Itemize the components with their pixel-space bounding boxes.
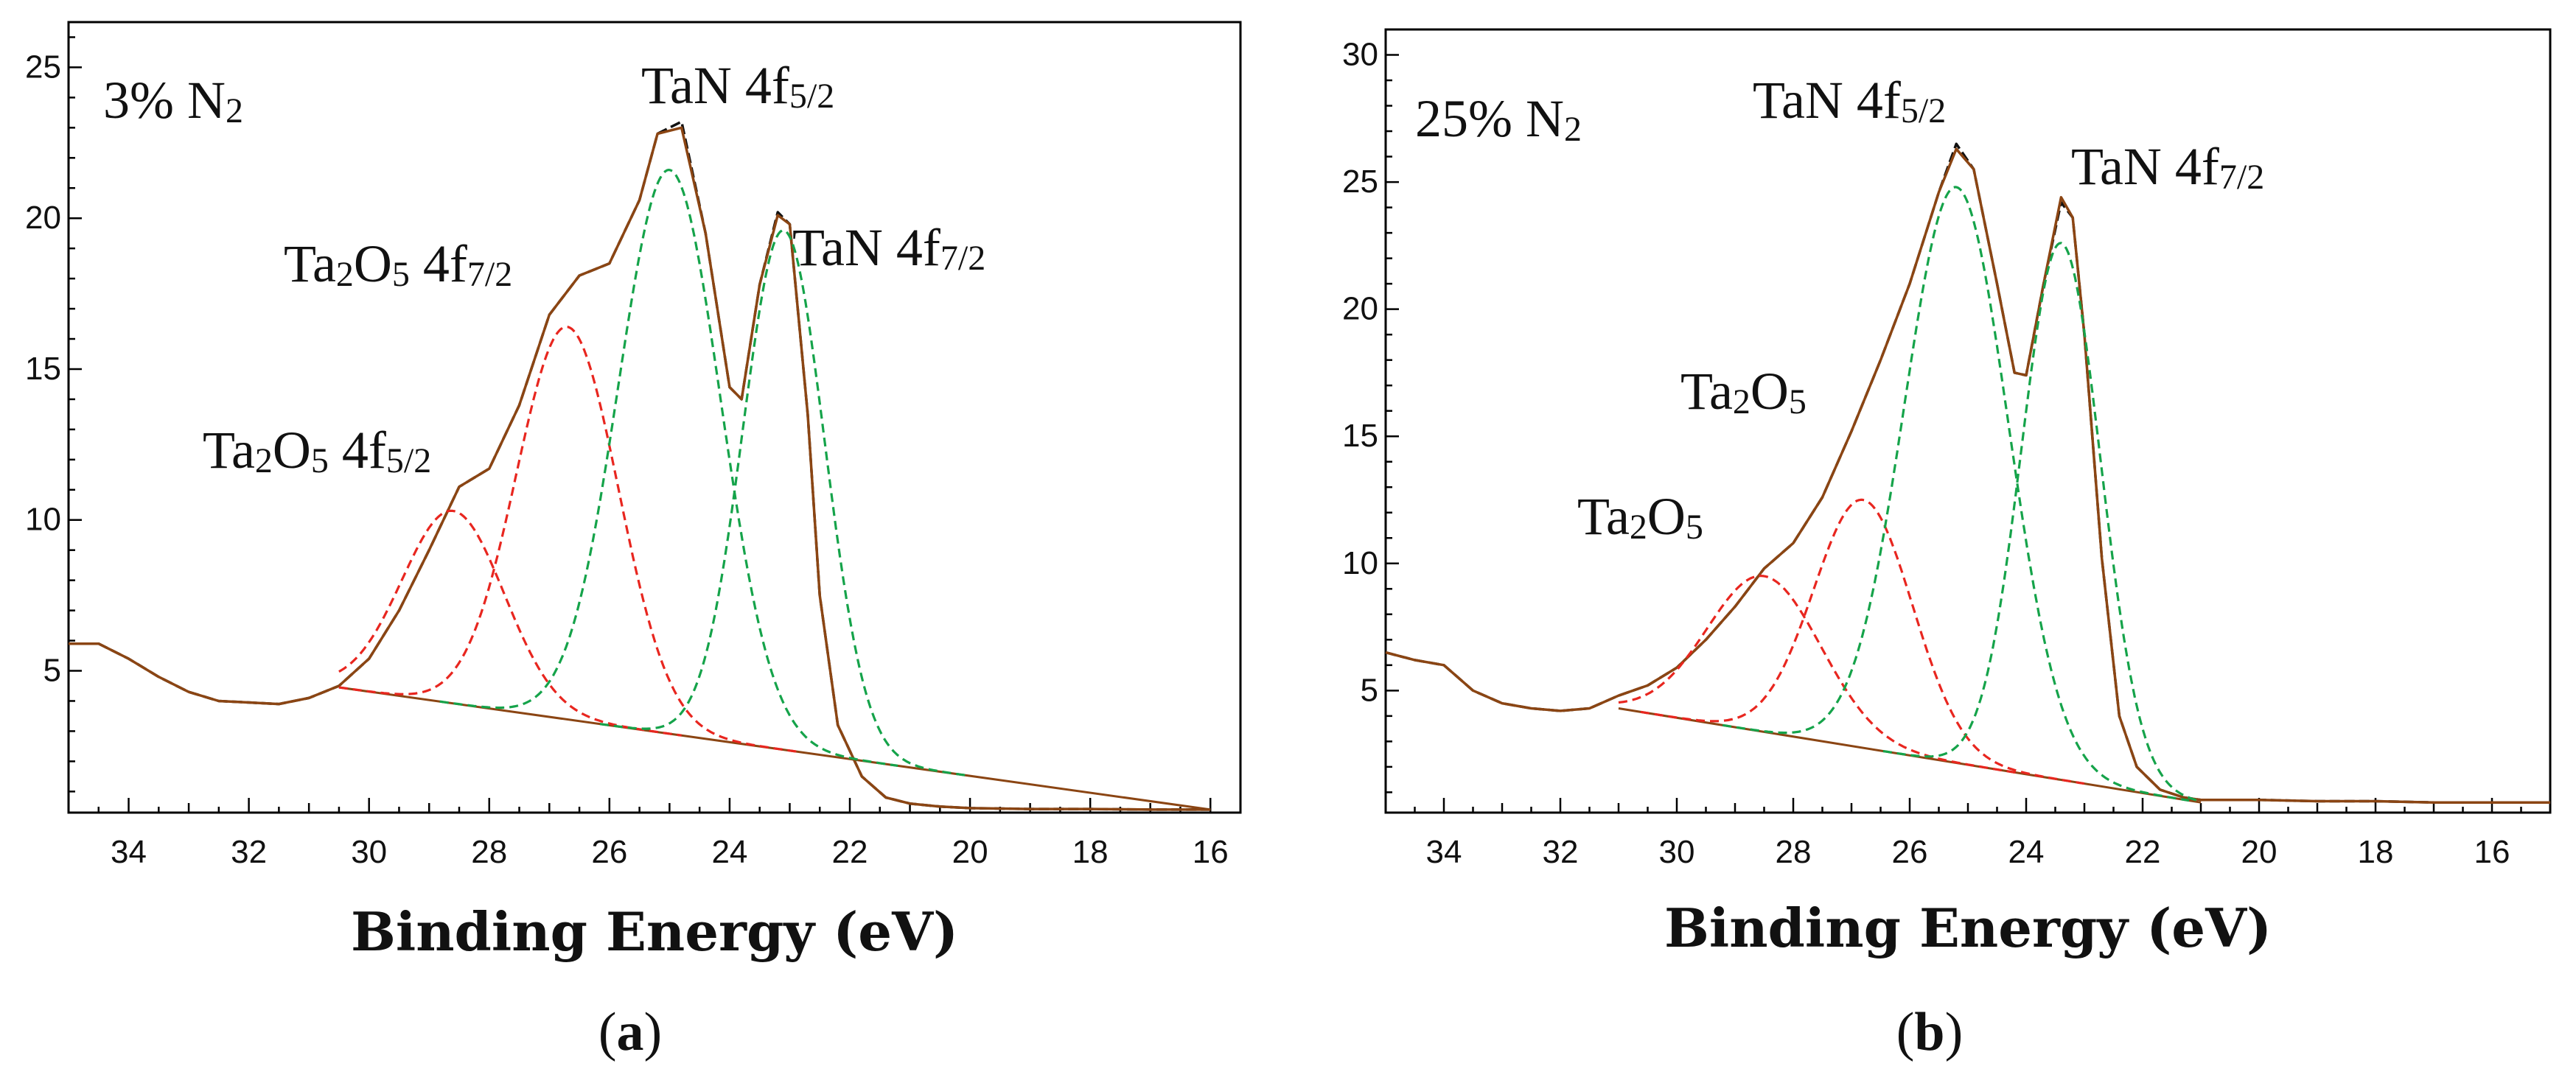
x-tick-label: 18 xyxy=(1072,834,1109,870)
series-layer xyxy=(69,120,1211,811)
x-axis-title: Binding Energy (eV) xyxy=(1664,897,2272,959)
series-fitted-envelope xyxy=(69,126,1211,811)
series-ta2o5-4f5-2 xyxy=(338,509,682,737)
tick-marks xyxy=(67,36,1242,813)
panel-label: (b) xyxy=(1896,1002,1963,1062)
x-tick-label: 32 xyxy=(231,834,267,870)
y-tick-label: 25 xyxy=(1342,164,1378,200)
panel-label: (a) xyxy=(598,1002,662,1062)
annotation-tan-4f52: TaN 4f5/2 xyxy=(641,56,834,116)
plot-frame xyxy=(67,21,1242,814)
y-tick-label: 15 xyxy=(25,351,61,387)
x-tick-label: 20 xyxy=(2241,834,2277,870)
series-ta2o5-4f7-2 xyxy=(1640,498,2085,785)
x-tick-label: 26 xyxy=(1892,834,1928,870)
panel-b: 34 32 30 28 26 24 22 20 18 16 5 10 15 20 25 30 25% N2 T… xyxy=(1342,28,2552,1062)
annotation-ta2o5-4f52: Ta2O5 4f5/2 xyxy=(203,421,431,480)
series-tan-4f7-2 xyxy=(599,229,966,777)
series-layer xyxy=(1385,142,2550,804)
tick-labels: 34 32 30 28 26 24 22 20 18 16 5 10 15 20 25 xyxy=(25,49,1229,870)
tick-labels: 34 32 30 28 26 24 22 20 18 16 5 10 15 20 25 30 xyxy=(1342,37,2510,870)
y-tick-label: 10 xyxy=(25,502,61,538)
y-tick-label: 20 xyxy=(1342,291,1378,327)
y-tick-label: 15 xyxy=(1342,418,1378,454)
series-measured-spectrum xyxy=(1385,142,2550,804)
series-ta2o5-4f5-2 xyxy=(1618,575,2019,774)
x-tick-label: 32 xyxy=(1543,834,1579,870)
x-tick-label: 18 xyxy=(2358,834,2394,870)
x-tick-label: 22 xyxy=(2125,834,2161,870)
annotation-tan-4f72: TaN 4f7/2 xyxy=(792,218,985,278)
x-tick-label: 24 xyxy=(711,834,747,870)
tick-marks xyxy=(1384,28,2552,813)
x-tick-label: 16 xyxy=(2474,834,2510,870)
x-axis-title: Binding Energy (eV) xyxy=(351,900,958,963)
series-ta2o5-4f7-2 xyxy=(338,326,797,753)
annotation-tan-4f52: TaN 4f5/2 xyxy=(1753,71,1946,130)
series-tan-4f7-2 xyxy=(1882,242,2200,802)
x-tick-label: 30 xyxy=(1659,834,1695,870)
x-tick-label: 34 xyxy=(111,834,147,870)
condition-label: 25% N2 xyxy=(1415,89,1582,149)
x-tick-label: 20 xyxy=(952,834,988,870)
series-fitted-envelope xyxy=(1385,147,2550,804)
condition-label: 3% N2 xyxy=(103,71,243,130)
x-tick-label: 34 xyxy=(1426,834,1462,870)
y-tick-label: 20 xyxy=(25,200,61,236)
y-tick-label: 5 xyxy=(43,653,61,689)
panel-a: 34 32 30 28 26 24 22 20 18 16 5 10 15 20 25 3% N2 TaN … xyxy=(25,21,1242,1062)
annotation-ta2o5-upper: Ta2O5 xyxy=(1680,362,1807,421)
annotation-ta2o5-lower: Ta2O5 xyxy=(1577,487,1703,547)
y-tick-label: 10 xyxy=(1342,545,1378,581)
x-tick-label: 22 xyxy=(832,834,868,870)
background-line xyxy=(1618,707,2202,804)
annotation-tan-4f72: TaN 4f7/2 xyxy=(2071,137,2264,197)
x-tick-label: 28 xyxy=(471,834,507,870)
x-tick-label: 28 xyxy=(1776,834,1812,870)
y-tick-label: 30 xyxy=(1342,37,1378,73)
y-tick-label: 5 xyxy=(1361,672,1378,708)
x-tick-label: 30 xyxy=(351,834,387,870)
y-tick-label: 25 xyxy=(25,49,61,85)
x-tick-label: 24 xyxy=(2008,834,2045,870)
x-tick-label: 16 xyxy=(1193,834,1229,870)
annotation-ta2o5-4f72: Ta2O5 4f7/2 xyxy=(284,234,512,294)
series-tan-4f5-2 xyxy=(1722,186,2190,802)
series-tan-4f5-2 xyxy=(439,169,898,767)
x-tick-label: 26 xyxy=(591,834,627,870)
